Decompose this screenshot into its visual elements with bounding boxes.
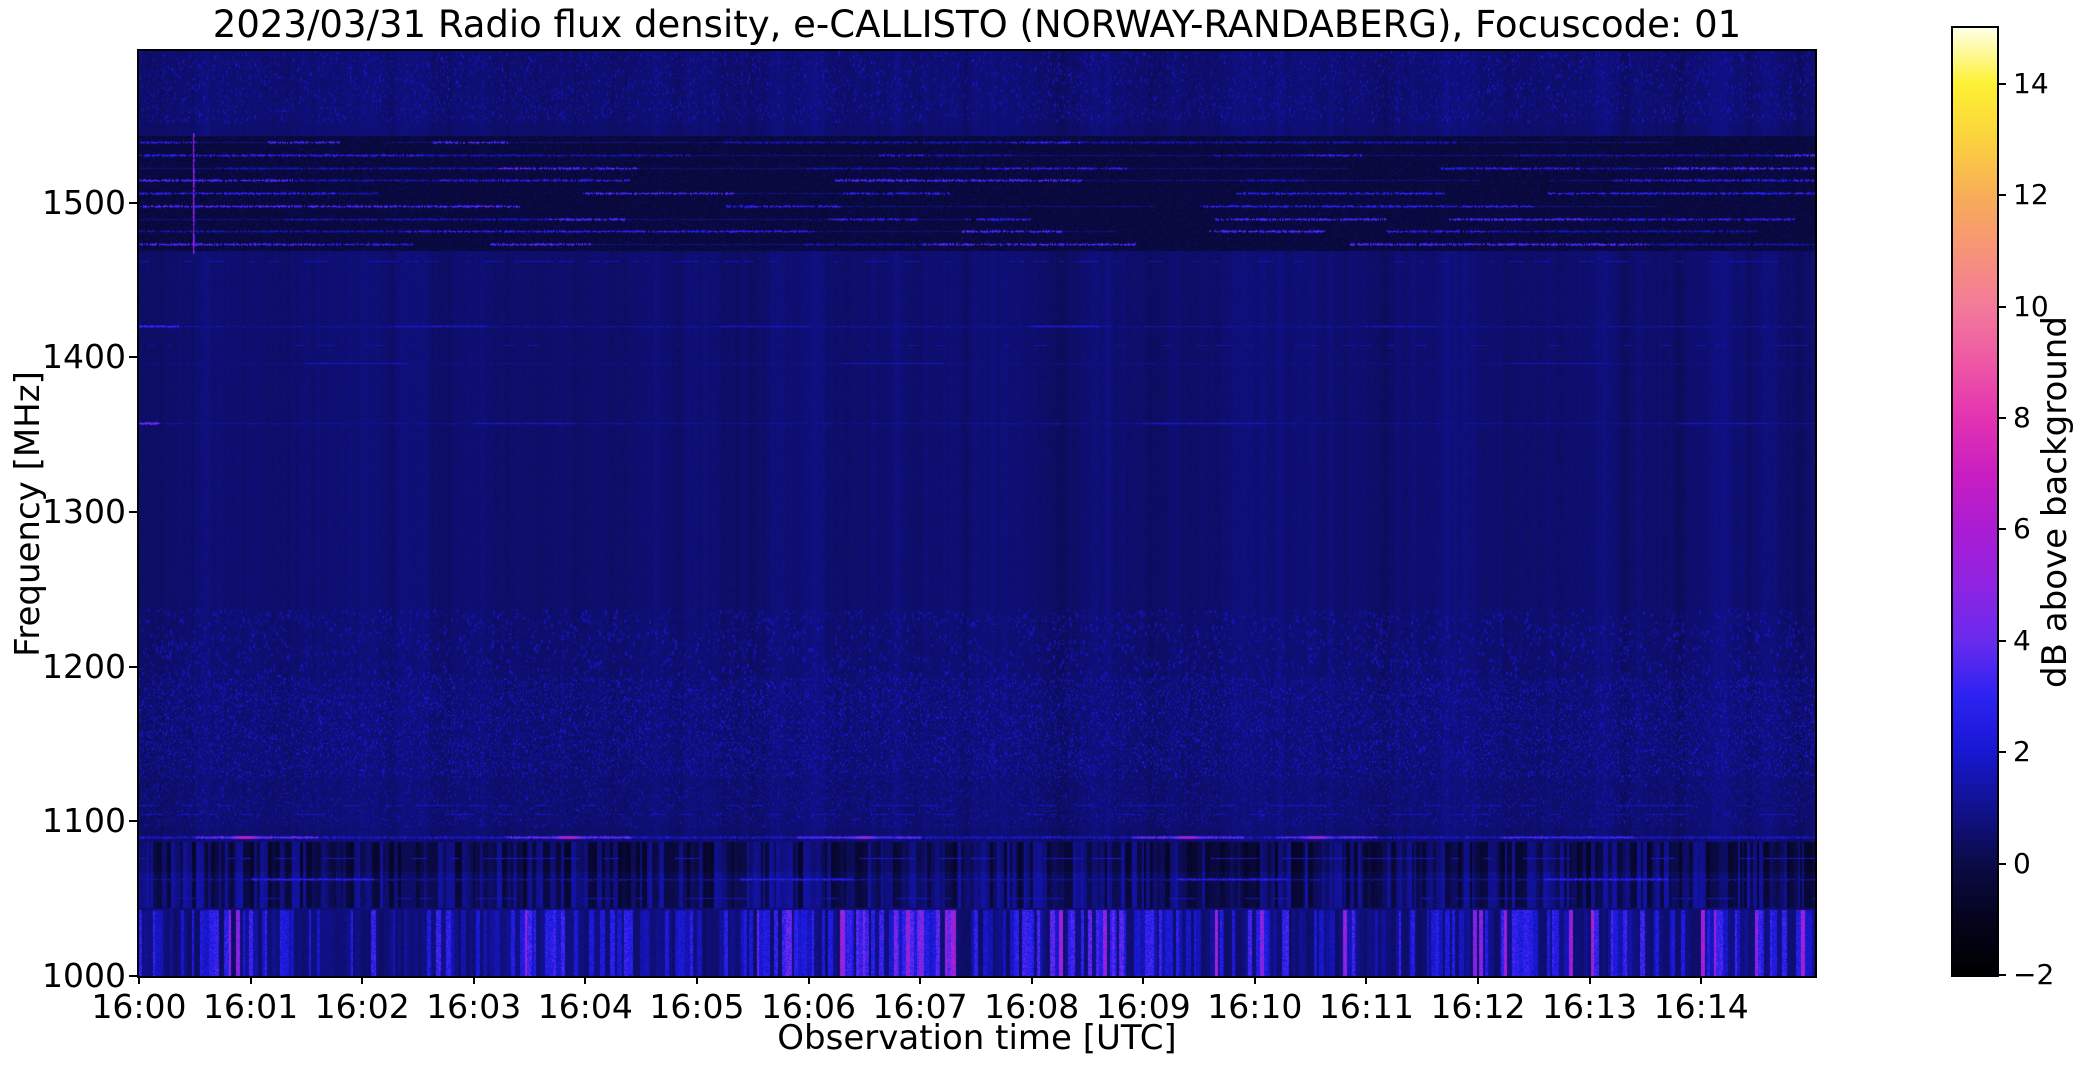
x-tick-label: 16:01 [203, 987, 299, 1026]
x-tick-label: 16:07 [872, 987, 968, 1026]
y-tick-label: 1000 [42, 956, 126, 995]
y-tick-mark [129, 665, 137, 668]
colorbar-tick-label: 6 [2013, 512, 2031, 546]
colorbar-tick-mark [1999, 751, 2006, 754]
x-tick-label: 16:02 [314, 987, 410, 1026]
colorbar-tick-mark [1999, 639, 2006, 642]
x-tick-label: 16:12 [1430, 987, 1526, 1026]
y-tick-mark [129, 820, 137, 823]
y-tick-label: 1400 [42, 337, 126, 377]
colorbar-tick-label: −2 [2013, 958, 2055, 991]
colorbar-tick-label: 4 [2013, 623, 2031, 657]
colorbar-canvas [1953, 28, 1997, 975]
y-tick-label: 1500 [42, 182, 126, 222]
colorbar-tick-label: 8 [2013, 400, 2031, 434]
x-tick-label: 16:06 [760, 987, 857, 1026]
x-tick-label: 16:04 [537, 987, 633, 1026]
x-tick-mark [249, 976, 252, 984]
x-tick-mark [1142, 976, 1145, 984]
x-tick-label: 16:13 [1542, 987, 1638, 1026]
x-tick-label: 16:14 [1653, 987, 1749, 1026]
x-tick-mark [1700, 976, 1703, 984]
colorbar-tick-mark [1999, 528, 2006, 531]
colorbar-tick-label: 2 [2013, 735, 2031, 769]
colorbar-tick-label: 0 [2013, 846, 2031, 880]
x-tick-mark [1253, 976, 1256, 984]
chart-title: 2023/03/31 Radio flux density, e-CALLIST… [212, 3, 1742, 46]
colorbar-tick-mark [1999, 974, 2006, 976]
x-axis-label: Observation time [UTC] [777, 1018, 1177, 1058]
y-tick-label: 1100 [42, 801, 126, 841]
x-tick-mark [1030, 976, 1033, 984]
x-tick-label: 16:10 [1207, 987, 1303, 1026]
colorbar-tick-mark [1999, 82, 2006, 85]
x-tick-mark [1365, 976, 1368, 984]
x-tick-mark [1588, 976, 1591, 984]
spectrogram-canvas [139, 51, 1815, 976]
x-tick-mark [472, 976, 475, 984]
x-tick-mark [919, 976, 922, 984]
x-tick-label: 16:09 [1095, 987, 1191, 1026]
y-tick-mark [129, 510, 137, 513]
colorbar-tick-mark [1999, 862, 2006, 865]
x-tick-mark [1477, 976, 1479, 984]
y-tick-mark [129, 201, 137, 204]
colorbar-tick-mark [1999, 194, 2006, 197]
x-tick-mark [138, 976, 140, 984]
x-tick-label: 16:05 [649, 987, 745, 1026]
colorbar-tick-label: 14 [2013, 66, 2049, 100]
x-tick-mark [361, 976, 364, 984]
x-tick-label: 16:03 [426, 987, 522, 1026]
x-tick-label: 16:11 [1318, 987, 1414, 1026]
colorbar-tick-mark [1999, 305, 2006, 308]
x-tick-label: 16:00 [91, 987, 187, 1026]
colorbar-tick-mark [1999, 416, 2006, 419]
x-tick-mark [807, 976, 810, 984]
colorbar-tick-label: 10 [2013, 289, 2049, 323]
y-tick-mark [129, 975, 137, 977]
x-tick-mark [584, 976, 587, 984]
y-tick-mark [129, 356, 137, 359]
x-tick-label: 16:08 [984, 987, 1080, 1026]
x-tick-mark [695, 976, 698, 984]
colorbar-tick-label: 12 [2013, 178, 2049, 212]
y-tick-label: 1200 [42, 646, 126, 686]
y-tick-label: 1300 [42, 491, 126, 531]
